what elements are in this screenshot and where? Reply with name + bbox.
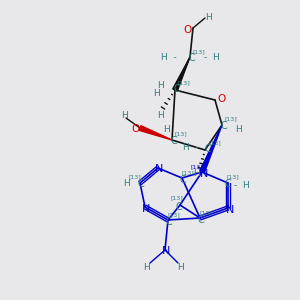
Text: N: N — [226, 205, 234, 215]
Text: H: H — [121, 112, 128, 121]
Text: O: O — [184, 25, 192, 35]
Text: H  -: H - — [183, 142, 199, 152]
Text: [13]: [13] — [178, 80, 190, 86]
Text: [13]: [13] — [171, 196, 183, 200]
Text: [13]: [13] — [200, 211, 212, 215]
Text: C: C — [171, 136, 177, 146]
Text: C: C — [138, 179, 144, 189]
Text: [13]: [13] — [225, 116, 237, 122]
Text: [13]: [13] — [182, 170, 194, 175]
Text: -  H: - H — [234, 181, 250, 190]
Text: [13]: [13] — [226, 175, 239, 179]
Text: N: N — [155, 164, 163, 174]
Text: [13]: [13] — [208, 140, 221, 146]
Text: C: C — [220, 121, 227, 131]
Text: C: C — [198, 215, 204, 225]
Text: [13]: [13] — [175, 131, 188, 136]
Text: C: C — [189, 53, 195, 63]
Text: C: C — [205, 144, 212, 154]
Text: [13]: [13] — [190, 164, 203, 169]
Text: C: C — [180, 175, 186, 185]
Text: H: H — [235, 124, 242, 134]
Text: N: N — [142, 204, 150, 214]
Text: H: H — [123, 178, 129, 188]
Text: C: C — [166, 217, 172, 227]
Text: [13]: [13] — [193, 50, 206, 55]
Text: H: H — [154, 88, 160, 98]
Text: H: H — [193, 169, 200, 178]
Text: H: H — [158, 110, 164, 119]
Text: O: O — [217, 94, 225, 104]
Polygon shape — [139, 126, 172, 140]
Polygon shape — [173, 57, 190, 91]
Text: [13]: [13] — [129, 175, 141, 179]
Text: O: O — [132, 124, 140, 134]
Text: [13]: [13] — [168, 212, 180, 217]
Text: N: N — [162, 246, 170, 256]
Text: C: C — [176, 202, 182, 212]
Text: H: H — [158, 82, 164, 91]
Text: H: H — [164, 125, 170, 134]
Text: C: C — [174, 84, 180, 94]
Text: C: C — [225, 179, 231, 189]
Text: H  -: H - — [161, 52, 177, 62]
Text: H: H — [144, 262, 150, 272]
Text: H: H — [178, 262, 184, 272]
Text: H: H — [205, 13, 212, 22]
Text: N: N — [200, 169, 208, 179]
Polygon shape — [200, 125, 222, 173]
Text: -  H: - H — [204, 52, 220, 62]
